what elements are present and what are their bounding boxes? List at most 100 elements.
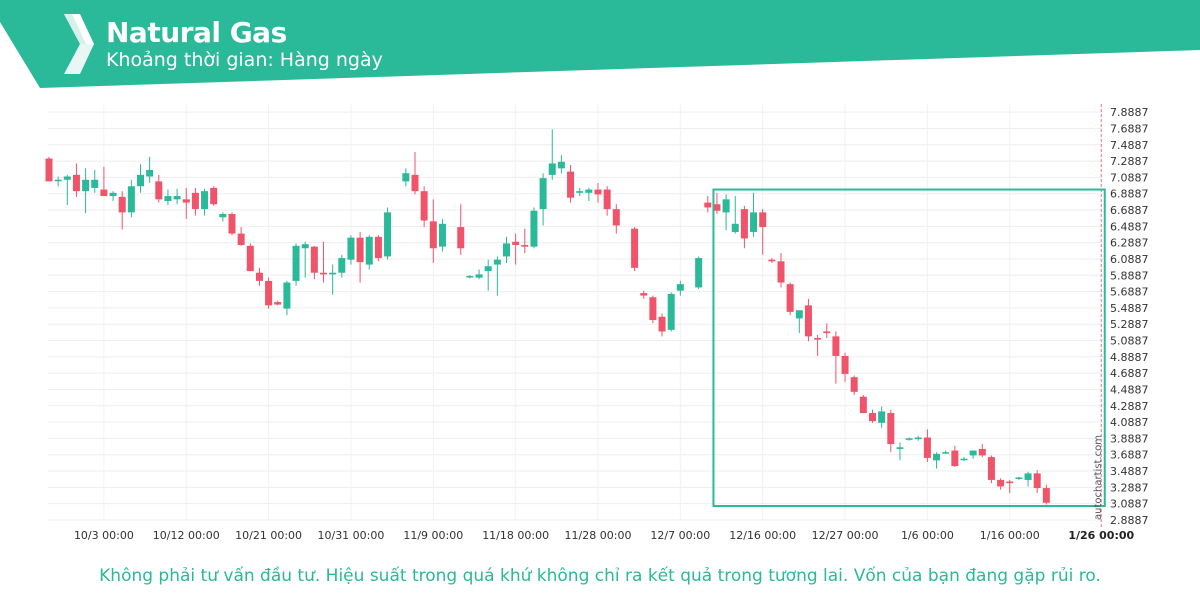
y-tick-label: 7.2887 xyxy=(1110,155,1149,168)
candle-body xyxy=(695,258,703,288)
candle-body xyxy=(1033,473,1041,489)
candle-body xyxy=(210,187,218,205)
y-tick-label: 3.4887 xyxy=(1110,465,1149,478)
candle-body xyxy=(804,305,812,337)
candle-body xyxy=(859,396,867,414)
candle-body xyxy=(420,191,428,221)
candle-body xyxy=(182,199,190,203)
candle-body xyxy=(987,457,995,480)
x-tick-label: 11/18 00:00 xyxy=(482,529,549,542)
y-tick-label: 4.0887 xyxy=(1110,416,1149,429)
candle-body xyxy=(905,438,913,440)
x-tick-label: 10/12 00:00 xyxy=(153,529,220,542)
candle-body xyxy=(512,241,520,246)
timeframe-subtitle: Khoảng thời gian: Hàng ngày xyxy=(106,49,383,71)
y-tick-label: 4.2887 xyxy=(1110,400,1149,413)
candle-body xyxy=(777,261,785,283)
candle-body xyxy=(841,355,849,374)
candle-body xyxy=(576,191,584,193)
candle-body xyxy=(91,179,99,188)
candle-body xyxy=(759,212,767,228)
candle-body xyxy=(45,158,53,182)
candle-body xyxy=(493,259,501,265)
candle-body xyxy=(933,453,941,461)
candle-body xyxy=(438,223,446,247)
y-tick-label: 5.0887 xyxy=(1110,335,1149,348)
candle-body xyxy=(155,181,163,200)
candle-body xyxy=(704,202,712,208)
disclaimer: Không phải tư vấn đầu tư. Hiệu suất tron… xyxy=(99,566,1101,586)
y-tick-label: 3.6887 xyxy=(1110,449,1149,462)
autochartist-logo-icon xyxy=(64,14,94,74)
candle-body xyxy=(896,447,904,449)
y-tick-label: 7.6887 xyxy=(1110,122,1149,135)
candle-body xyxy=(649,297,657,321)
candle-body xyxy=(384,212,392,257)
candle-body xyxy=(237,233,245,246)
candle-body xyxy=(832,336,840,356)
x-tick-label: 12/16 00:00 xyxy=(729,529,796,542)
candle-body xyxy=(969,450,977,456)
candle-body xyxy=(594,189,602,195)
candle-body xyxy=(539,178,547,210)
candle-body xyxy=(173,196,181,200)
candle-body xyxy=(676,284,684,291)
candle-body xyxy=(887,413,895,445)
y-tick-label: 3.8887 xyxy=(1110,432,1149,445)
candle-body xyxy=(914,437,922,440)
candle-body xyxy=(374,236,382,259)
x-tick-label: 11/9 00:00 xyxy=(403,529,463,542)
candle-body xyxy=(521,245,529,247)
candle-body xyxy=(228,214,236,234)
candle-body xyxy=(201,191,209,210)
candle-body xyxy=(1024,473,1032,480)
y-tick-label: 3.0887 xyxy=(1110,498,1149,511)
y-tick-label: 5.2887 xyxy=(1110,318,1149,331)
candle-body xyxy=(329,272,337,275)
y-tick-label: 4.8887 xyxy=(1110,351,1149,364)
y-tick-label: 5.8887 xyxy=(1110,269,1149,282)
candle-body xyxy=(320,272,327,275)
y-tick-label: 3.2887 xyxy=(1110,481,1149,494)
candle-body xyxy=(301,244,309,249)
y-tick-label: 5.6887 xyxy=(1110,286,1149,299)
candle-body xyxy=(127,186,135,213)
candle-body xyxy=(850,377,858,392)
x-tick-label: 1/26 00:00 xyxy=(1068,529,1134,542)
y-tick-label: 6.0887 xyxy=(1110,253,1149,266)
candle-body xyxy=(530,210,538,247)
candle-body xyxy=(585,189,593,193)
candle-body xyxy=(137,174,144,187)
candle-body xyxy=(274,302,282,305)
candle-body xyxy=(567,171,575,198)
x-tick-label: 11/28 00:00 xyxy=(565,529,632,542)
y-tick-label: 5.4887 xyxy=(1110,302,1149,315)
candle-body xyxy=(667,293,675,330)
candle-body xyxy=(72,174,80,192)
candle-body xyxy=(740,209,748,239)
candle-body xyxy=(878,411,886,423)
x-tick-label: 12/27 00:00 xyxy=(812,529,879,542)
candle-body xyxy=(310,246,318,273)
candle-body xyxy=(1006,481,1014,484)
candle-body xyxy=(997,479,1005,487)
y-tick-label: 2.8887 xyxy=(1110,514,1149,527)
candle-body xyxy=(1042,488,1050,503)
candle-body xyxy=(631,228,639,268)
candle-body xyxy=(951,450,959,467)
candle-body xyxy=(246,245,254,272)
candle-body xyxy=(466,276,474,278)
x-tick-label: 12/7 00:00 xyxy=(650,529,710,542)
candle-body xyxy=(942,452,950,454)
candle-body xyxy=(475,274,483,278)
candle-body xyxy=(82,179,90,192)
candle-body xyxy=(722,199,730,213)
candle-body xyxy=(265,280,273,306)
candle-body xyxy=(731,223,739,232)
candle-body xyxy=(164,196,172,201)
candle-body xyxy=(347,237,355,260)
candle-body xyxy=(557,161,565,169)
candle-body xyxy=(503,243,510,257)
candle-body xyxy=(640,293,648,296)
